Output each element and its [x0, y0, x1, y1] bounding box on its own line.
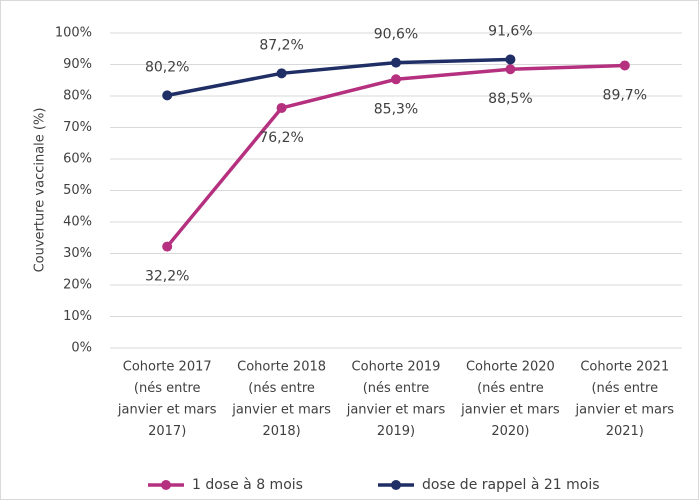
- y-tick-label: 10%: [63, 309, 92, 324]
- data-label: 91,6%: [488, 23, 532, 39]
- data-label: 32,2%: [145, 269, 189, 285]
- x-tick-label: (nés entre: [248, 381, 315, 396]
- y-tick-label: 60%: [63, 152, 92, 167]
- x-tick-label: 2017): [148, 424, 186, 439]
- marker: [276, 68, 287, 79]
- marker: [505, 64, 516, 75]
- x-tick-label: janvier et mars: [460, 403, 560, 418]
- y-tick-label: 50%: [63, 183, 92, 198]
- x-tick-label: Cohorte 2017: [123, 360, 212, 375]
- y-axis-title: Couverture vaccinale (%): [33, 108, 48, 273]
- series-line: [166, 57, 511, 98]
- y-tick-label: 70%: [63, 120, 92, 135]
- x-tick-label: 2018): [263, 424, 301, 439]
- marker: [619, 60, 630, 71]
- legend-marker: [161, 480, 171, 490]
- x-tick-label: janvier et mars: [346, 403, 446, 418]
- legend-label: dose de rappel à 21 mois: [422, 477, 600, 493]
- data-label: 76,2%: [259, 130, 303, 146]
- x-tick-label: 2021): [606, 424, 644, 439]
- y-tick-label: 0%: [71, 341, 92, 356]
- marker: [162, 90, 173, 101]
- x-tick-label: janvier et mars: [231, 403, 331, 418]
- x-tick-label: janvier et mars: [117, 403, 217, 418]
- legend-label: 1 dose à 8 mois: [192, 477, 303, 493]
- y-tick-label: 100%: [55, 26, 92, 41]
- data-label: 90,6%: [374, 27, 418, 43]
- data-label: 80,2%: [145, 59, 189, 75]
- y-tick-label: 90%: [63, 57, 92, 72]
- marker: [162, 241, 173, 252]
- marker: [391, 74, 401, 85]
- legend-marker: [391, 480, 401, 490]
- x-tick-label: (nés entre: [591, 381, 658, 396]
- data-label: 87,2%: [259, 37, 303, 53]
- x-tick-label: Cohorte 2021: [580, 360, 669, 375]
- marker: [276, 102, 287, 113]
- x-tick-label: 2020): [491, 424, 529, 439]
- y-tick-label: 40%: [63, 215, 92, 230]
- data-label: 89,7%: [603, 87, 647, 103]
- y-tick-label: 20%: [63, 278, 92, 293]
- x-tick-label: 2019): [377, 424, 415, 439]
- x-tick-label: Cohorte 2018: [237, 360, 326, 375]
- x-tick-label: (nés entre: [477, 381, 544, 396]
- data-label: 85,3%: [374, 101, 418, 117]
- x-tick-label: Cohorte 2020: [466, 360, 555, 375]
- marker: [505, 54, 516, 65]
- x-tick-label: (nés entre: [363, 381, 430, 396]
- x-tick-label: (nés entre: [134, 381, 201, 396]
- marker: [391, 57, 401, 68]
- y-tick-label: 80%: [63, 89, 92, 104]
- x-tick-label: janvier et mars: [575, 403, 675, 418]
- x-tick-label: Cohorte 2019: [352, 360, 441, 375]
- y-tick-label: 30%: [63, 246, 92, 261]
- data-label: 88,5%: [488, 91, 532, 107]
